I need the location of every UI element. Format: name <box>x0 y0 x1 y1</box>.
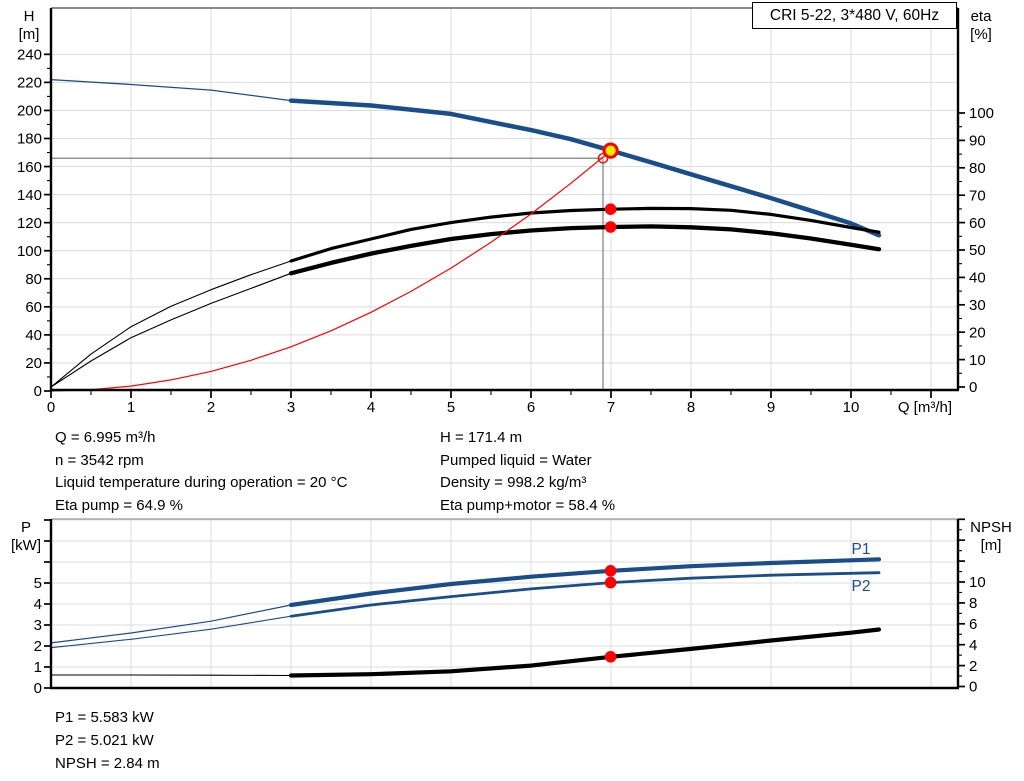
axis-text: P <box>21 519 31 536</box>
power-npsh-readout: P1 = 5.583 kW P2 = 5.021 kW NPSH = 2.84 … <box>55 706 160 775</box>
annotation-pumped-liquid: Pumped liquid = Water <box>440 451 592 469</box>
axis-text: 100 <box>17 243 42 260</box>
axis-text: 8 <box>687 399 695 416</box>
axis-text: [%] <box>970 26 992 43</box>
axis-text: eta <box>971 8 993 25</box>
head-curve <box>50 78 882 238</box>
p1-curve <box>50 557 882 644</box>
pump-model-badge: CRI 5-22, 3*480 V, 60Hz <box>752 2 957 29</box>
hq-eta-chart-axes: 0204060801001201401601802002202400102030… <box>17 7 994 416</box>
power-npsh-chart-axes: 0 1 2 3 4 5 0 2 4 6 8 10 P[kW] NPSH[m] <box>11 518 1012 697</box>
axis-text: 100 <box>969 105 994 122</box>
annotation-head: H = 171.4 m <box>440 429 523 446</box>
duty-point-requested <box>597 152 609 164</box>
power-npsh-chart-grid <box>51 519 958 688</box>
eta-pump-motor-point <box>604 221 617 233</box>
axis-text: 70 <box>969 187 986 204</box>
axis-text: 3 <box>287 399 295 416</box>
axis-text: 7 <box>607 399 615 416</box>
eta-pump-point <box>604 203 617 215</box>
curve-label-p2: P2 <box>852 578 871 595</box>
operating-data-left: Q = 6.995 m³/h n = 3542 rpm Liquid tempe… <box>55 427 347 518</box>
axis-text: 0 <box>47 399 55 416</box>
axis-text: 1 <box>34 659 42 676</box>
axis-text: 0 <box>969 679 977 696</box>
power-npsh-chart: 0 1 2 3 4 5 0 2 4 6 8 10 P[kW] NPSH[m] P1 P2 <box>11 518 1012 697</box>
annotation-liquid-temperature: Liquid temperature during operation = 20… <box>55 474 348 492</box>
axis-text: 10 <box>969 352 986 369</box>
axis-text: 10 <box>843 399 860 416</box>
axis-text: 40 <box>969 270 986 287</box>
axis-text: 60 <box>25 299 42 316</box>
axis-text: 2 <box>207 399 215 416</box>
axis-text: 5 <box>34 575 42 592</box>
axis-text: 30 <box>969 297 986 314</box>
p2-point <box>604 576 617 589</box>
axis-text: 3 <box>34 617 42 634</box>
power-npsh-chart-markers <box>604 565 617 663</box>
axis-text: [m] <box>981 537 1002 554</box>
axis-text: [kW] <box>11 537 41 554</box>
annotation-eta-pump: Eta pump = 64.9 % <box>55 497 183 515</box>
axis-text: H <box>24 8 35 25</box>
axis-text: 60 <box>969 215 986 232</box>
annotation-flow: Q = 6.995 m³/h <box>55 429 156 446</box>
axis-text: 8 <box>969 595 977 612</box>
npsh-point <box>604 651 617 663</box>
axis-text: 180 <box>17 131 42 148</box>
axis-text: 200 <box>17 103 42 120</box>
axis-text: 1 <box>127 399 135 416</box>
axis-text: 5 <box>447 399 455 416</box>
annotation-p1: P1 = 5.583 kW <box>55 709 154 726</box>
axis-text: 0 <box>969 379 977 396</box>
npsh-curve <box>50 627 882 678</box>
axis-text: 9 <box>767 399 775 416</box>
axis-text: 4 <box>34 596 42 613</box>
axis-text: 2 <box>969 658 977 675</box>
axis-text: 220 <box>17 75 42 92</box>
axis-text: 240 <box>17 47 42 64</box>
duty-point-crosshair <box>51 157 604 390</box>
axis-text: 80 <box>969 160 986 177</box>
annotation-npsh: NPSH = 2.84 m <box>55 755 160 772</box>
axis-text: 120 <box>17 215 42 232</box>
axis-text: 50 <box>969 242 986 259</box>
axis-text: 6 <box>527 399 535 416</box>
axis-text: 10 <box>969 574 986 591</box>
axis-text: 4 <box>969 637 977 654</box>
axis-text: 20 <box>25 355 42 372</box>
axis-text: 160 <box>17 159 42 176</box>
axis-text: 0 <box>34 383 42 400</box>
axis-text: 0 <box>34 680 42 697</box>
annotation-p2: P2 = 5.021 kW <box>55 732 154 749</box>
annotation-eta-pump-motor: Eta pump+motor = 58.4 % <box>440 497 616 515</box>
axis-text: 140 <box>17 187 42 204</box>
eta-pump-motor-curve <box>50 224 882 388</box>
system-curve <box>50 150 612 392</box>
axis-text: 6 <box>969 616 977 633</box>
axis-text: 2 <box>34 638 42 655</box>
axis-text: 20 <box>969 324 986 341</box>
operating-data-right: H = 171.4 m Pumped liquid = Water Densit… <box>440 427 615 518</box>
hq-eta-chart-grid <box>51 8 958 390</box>
eta-pump-curve <box>50 206 881 388</box>
hq-eta-chart-markers <box>597 142 619 233</box>
axis-text: Q [m³/h] <box>898 399 952 416</box>
curve-label-p1: P1 <box>852 541 871 558</box>
axis-text: 4 <box>367 399 375 416</box>
axis-text: 90 <box>969 133 986 150</box>
axis-text: 40 <box>25 327 42 344</box>
hq-eta-chart: 0204060801001201401601802002202400102030… <box>17 7 994 416</box>
p1-point <box>604 565 617 577</box>
duty-point-actual <box>602 142 619 159</box>
annotation-speed: n = 3542 rpm <box>55 451 144 469</box>
axis-text: 80 <box>25 271 42 288</box>
axis-text: [m] <box>19 26 40 43</box>
axis-text: NPSH <box>970 519 1012 536</box>
annotation-density: Density = 998.2 kg/m³ <box>440 474 587 492</box>
